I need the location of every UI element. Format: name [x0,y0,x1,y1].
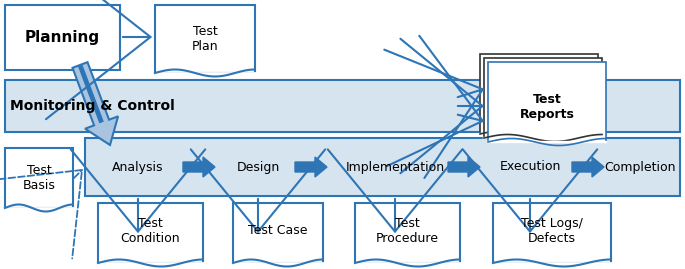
Text: Monitoring & Control: Monitoring & Control [10,99,175,113]
Polygon shape [448,157,480,177]
FancyBboxPatch shape [480,54,598,134]
FancyBboxPatch shape [155,5,255,73]
FancyBboxPatch shape [85,138,680,196]
Text: Test
Procedure: Test Procedure [376,217,439,245]
Polygon shape [295,157,327,177]
Text: Test
Basis: Test Basis [23,164,55,192]
Text: Implementation: Implementation [345,161,445,174]
Polygon shape [73,62,118,145]
Text: Analysis: Analysis [112,161,164,174]
Text: Execution: Execution [499,161,561,174]
Text: Completion: Completion [604,161,675,174]
FancyBboxPatch shape [484,58,602,138]
Text: Test
Plan: Test Plan [192,25,219,53]
FancyBboxPatch shape [5,5,120,70]
FancyBboxPatch shape [5,80,680,132]
Polygon shape [78,64,104,123]
FancyBboxPatch shape [5,148,73,208]
Text: Design: Design [236,161,279,174]
Text: Test Case: Test Case [248,225,308,238]
FancyBboxPatch shape [488,62,606,142]
FancyBboxPatch shape [98,203,203,263]
Polygon shape [572,157,604,177]
Text: Test
Reports: Test Reports [519,93,575,121]
Polygon shape [183,157,215,177]
Text: Test Logs/
Defects: Test Logs/ Defects [521,217,583,245]
Text: Planning: Planning [25,30,100,45]
FancyBboxPatch shape [233,203,323,263]
FancyBboxPatch shape [355,203,460,263]
FancyBboxPatch shape [493,203,611,263]
Text: Test
Condition: Test Condition [121,217,180,245]
